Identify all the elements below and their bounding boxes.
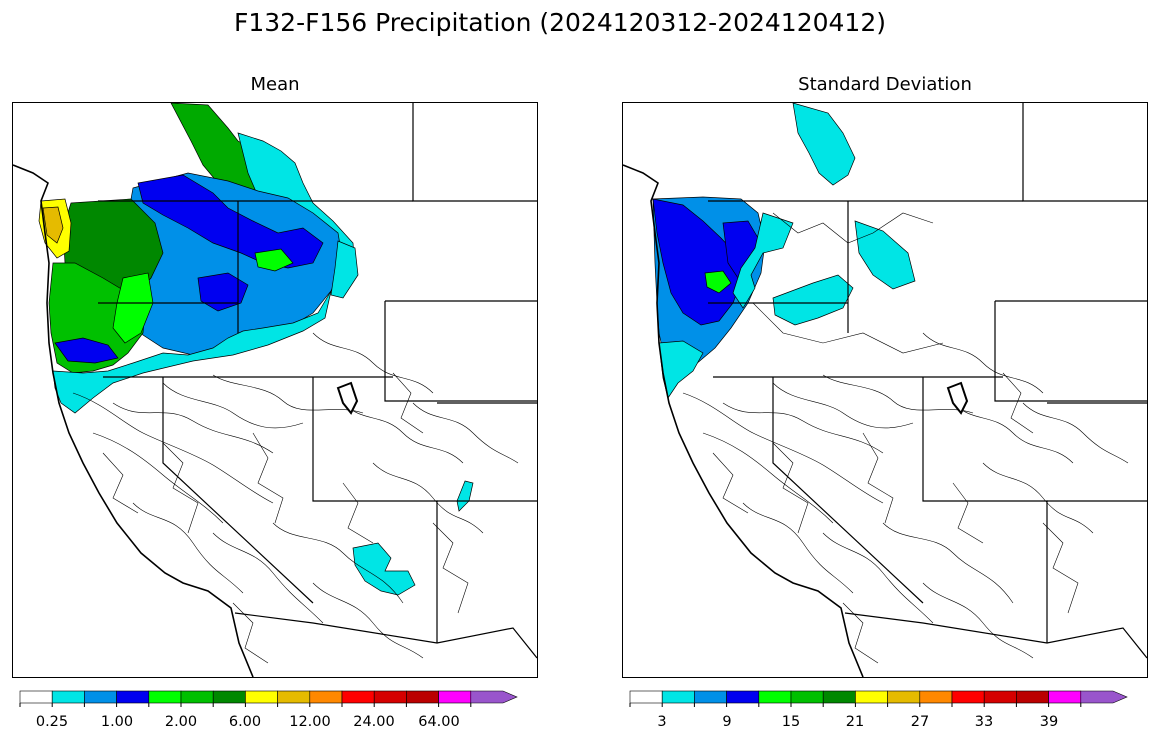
stddev-colorbar-swatch-3 <box>694 690 727 704</box>
stddev-map-canvas <box>623 103 1147 677</box>
mean-shading <box>38 103 474 596</box>
mean-colorbar-swatches <box>19 690 518 704</box>
stddev-colorbar-swatch-2 <box>661 690 695 704</box>
stddev-coastline <box>623 164 864 677</box>
stddev-colorbar-swatches <box>629 690 1128 704</box>
stddev-region-green-patch <box>704 270 732 294</box>
mean-colorbar-swatch-4 <box>116 690 150 704</box>
mean-region-gold <box>42 206 64 244</box>
mean-region-bright-green <box>112 272 154 344</box>
stddev-region-canada-cyan <box>792 103 856 186</box>
stddev-colorbar-label-6: 33 <box>975 714 993 730</box>
mean-colorbar-swatch-6 <box>180 690 214 704</box>
stddev-colorbar-label-3: 15 <box>782 714 800 730</box>
stddev-region-cyan-coast <box>658 340 704 399</box>
mean-colorbar-label-6: 24.00 <box>353 714 395 730</box>
mean-state-borders <box>98 103 537 659</box>
mean-colorbar-label-3: 2.00 <box>165 714 197 730</box>
stddev-colorbar-swatch-13 <box>1016 690 1049 704</box>
stddev-panel-title: Standard Deviation <box>798 74 972 95</box>
stddev-colorbar-label-1: 3 <box>657 714 666 730</box>
mean-panel-title: Mean <box>250 74 300 95</box>
stddev-shading <box>652 103 916 399</box>
stddev-colorbar-swatch-9 <box>887 690 921 704</box>
mean-colorbar-ticks <box>19 703 472 707</box>
mean-colorbar: 0.25 1.00 2.00 6.00 12.00 24.00 64.00 <box>19 690 518 730</box>
mean-colorbar-swatch-7 <box>212 690 246 704</box>
mean-region-sangre-cyan <box>456 480 474 512</box>
stddev-region-cyan-east <box>732 212 794 309</box>
mean-colorbar-swatch-9 <box>277 690 311 704</box>
mean-colorbar-swatch-2 <box>51 690 85 704</box>
stddev-region-dark-blue <box>652 198 742 326</box>
stddev-colorbar-label-5: 27 <box>911 714 929 730</box>
stddev-colorbar-label-4: 21 <box>846 714 864 730</box>
mean-map-canvas <box>13 103 537 677</box>
mean-colorbar-swatch-11 <box>341 690 375 704</box>
stddev-region-cyan-idaho <box>772 274 854 326</box>
mean-colorbar-swatch-12 <box>373 690 407 704</box>
stddev-colorbar-label-2: 9 <box>722 714 731 730</box>
mean-region-colorado-cyan <box>352 542 416 596</box>
stddev-map <box>622 102 1148 678</box>
mean-colorbar-label-1: 0.25 <box>36 714 68 730</box>
mean-coastline <box>13 164 254 677</box>
stddev-colorbar-swatch-14 <box>1048 690 1082 704</box>
mean-region-dark-blue-2 <box>197 272 249 312</box>
mean-colorbar-label-2: 1.00 <box>101 714 133 730</box>
mean-colorbar-label-7: 64.00 <box>418 714 460 730</box>
mean-colorbar-swatch-13 <box>406 690 439 704</box>
mean-region-dark-blue <box>137 174 324 269</box>
mean-region-coastal-cyan <box>52 290 332 414</box>
stddev-colorbar-swatch-8 <box>855 690 888 704</box>
mean-colorbar-swatch-5 <box>148 690 182 704</box>
mean-region-east-cyan <box>330 240 359 299</box>
mean-basin-lines <box>72 332 519 664</box>
stddev-salt-lake <box>946 381 969 415</box>
mean-colorbar-swatch-15 <box>470 690 518 704</box>
stddev-colorbar-swatch-12 <box>983 690 1017 704</box>
stddev-colorbar-swatch-11 <box>951 690 985 704</box>
stddev-colorbar-swatch-5 <box>758 690 792 704</box>
stddev-colorbar-ticks <box>629 703 1082 707</box>
stddev-colorbar-label-7: 39 <box>1040 714 1058 730</box>
stddev-colorbar-swatch-15 <box>1080 690 1128 704</box>
mean-colorbar-swatch-1 <box>19 690 53 704</box>
mean-colorbar-swatch-8 <box>245 690 278 704</box>
mean-colorbar-label-5: 12.00 <box>289 714 331 730</box>
mean-salt-lake <box>336 381 359 415</box>
mean-region-coastal-blue <box>54 337 119 364</box>
stddev-region-cyan-montana <box>854 220 916 290</box>
stddev-state-borders <box>708 103 1147 659</box>
mean-colorbar-swatch-3 <box>84 690 117 704</box>
stddev-colorbar-swatch-10 <box>919 690 953 704</box>
figure-title: F132-F156 Precipitation (2024120312-2024… <box>233 8 886 37</box>
mean-region-green-patch <box>254 248 294 272</box>
stddev-colorbar-swatch-4 <box>726 690 760 704</box>
stddev-colorbar-swatch-1 <box>629 690 663 704</box>
stddev-basin-lines <box>682 212 1129 664</box>
stddev-colorbar-swatch-7 <box>822 690 856 704</box>
stddev-colorbar: 3 9 15 21 27 33 39 <box>629 690 1128 730</box>
mean-colorbar-label-4: 6.00 <box>229 714 261 730</box>
mean-colorbar-swatch-10 <box>309 690 343 704</box>
stddev-colorbar-swatch-6 <box>790 690 824 704</box>
mean-map <box>12 102 538 678</box>
mean-colorbar-swatch-14 <box>438 690 472 704</box>
